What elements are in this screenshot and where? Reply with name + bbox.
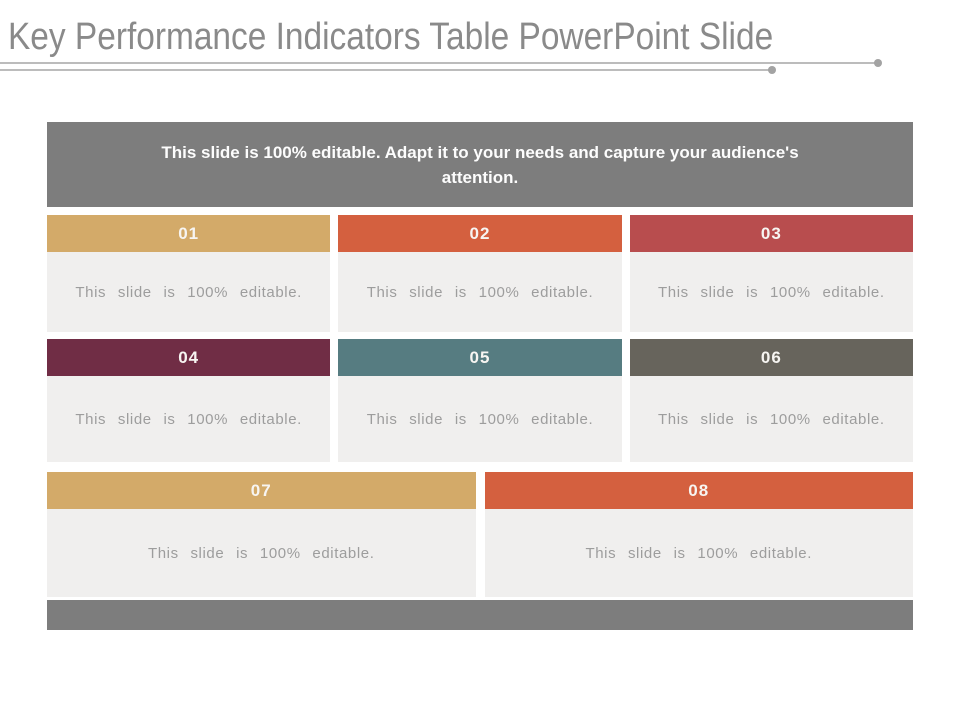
kpi-cell-01: 01 This slide is 100% editable. (47, 215, 331, 332)
kpi-cell-08-header: 08 (484, 472, 913, 509)
banner-text: This slide is 100% editable. Adapt it to… (161, 142, 799, 187)
kpi-cell-04: 04 This slide is 100% editable. (47, 339, 331, 462)
kpi-cell-01-body: This slide is 100% editable. (47, 252, 331, 332)
kpi-row-3: 07 This slide is 100% editable. 08 This … (47, 472, 913, 597)
kpi-cell-01-text: This slide is 100% editable. (75, 283, 302, 301)
kpi-row-2: 04 This slide is 100% editable. 05 This … (47, 339, 913, 462)
kpi-cell-01-number: 01 (178, 223, 200, 243)
page-title: Key Performance Indicators Table PowerPo… (8, 16, 774, 58)
kpi-cell-02-body: This slide is 100% editable. (338, 252, 622, 332)
kpi-cell-07-body: This slide is 100% editable. (47, 509, 476, 597)
kpi-cell-02: 02 This slide is 100% editable. (338, 215, 622, 332)
kpi-cell-06-number: 06 (760, 347, 782, 367)
kpi-cell-02-number: 02 (469, 223, 491, 243)
kpi-cell-07-text: This slide is 100% editable. (147, 544, 375, 562)
kpi-cell-05-number: 05 (469, 347, 491, 367)
kpi-cell-08-number: 08 (688, 480, 710, 500)
kpi-cell-02-header: 02 (338, 215, 622, 252)
kpi-cell-04-body: This slide is 100% editable. (47, 376, 331, 462)
kpi-cell-07-header: 07 (47, 472, 476, 509)
kpi-cell-05-text: This slide is 100% editable. (366, 410, 594, 428)
slide-title-block: Key Performance Indicators Table PowerPo… (8, 16, 948, 59)
kpi-cell-05-body: This slide is 100% editable. (338, 376, 622, 462)
kpi-cell-08-text: This slide is 100% editable. (585, 544, 813, 562)
title-underline-short (0, 69, 769, 71)
kpi-cell-06-header: 06 (629, 339, 913, 376)
underline-end-dot-short (768, 66, 776, 74)
kpi-cell-05: 05 This slide is 100% editable. (338, 339, 622, 462)
kpi-cell-08-body: This slide is 100% editable. (484, 509, 913, 597)
kpi-cell-04-header: 04 (47, 339, 331, 376)
kpi-cell-07: 07 This slide is 100% editable. (47, 472, 476, 597)
kpi-cell-06-body: This slide is 100% editable. (629, 376, 913, 462)
kpi-cell-03-text: This slide is 100% editable. (658, 283, 885, 301)
kpi-cell-06-text: This slide is 100% editable. (658, 410, 885, 428)
kpi-cell-04-number: 04 (178, 347, 200, 367)
underline-end-dot-long (874, 59, 882, 67)
kpi-cell-03-body: This slide is 100% editable. (629, 252, 913, 332)
kpi-cell-05-header: 05 (338, 339, 622, 376)
kpi-cell-07-number: 07 (250, 480, 272, 500)
kpi-cell-02-text: This slide is 100% editable. (366, 283, 594, 301)
kpi-table: This slide is 100% editable. Adapt it to… (47, 122, 913, 630)
kpi-row-1: 01 This slide is 100% editable. 02 This … (47, 215, 913, 332)
kpi-cell-04-text: This slide is 100% editable. (75, 410, 302, 428)
editable-banner: This slide is 100% editable. Adapt it to… (47, 122, 913, 207)
table-footer-bar (47, 600, 913, 630)
kpi-cell-03: 03 This slide is 100% editable. (629, 215, 913, 332)
kpi-cell-01-header: 01 (47, 215, 331, 252)
kpi-cell-03-header: 03 (629, 215, 913, 252)
title-underline-long (0, 62, 876, 64)
kpi-cell-08: 08 This slide is 100% editable. (484, 472, 913, 597)
kpi-cell-03-number: 03 (760, 223, 782, 243)
kpi-cell-06: 06 This slide is 100% editable. (629, 339, 913, 462)
